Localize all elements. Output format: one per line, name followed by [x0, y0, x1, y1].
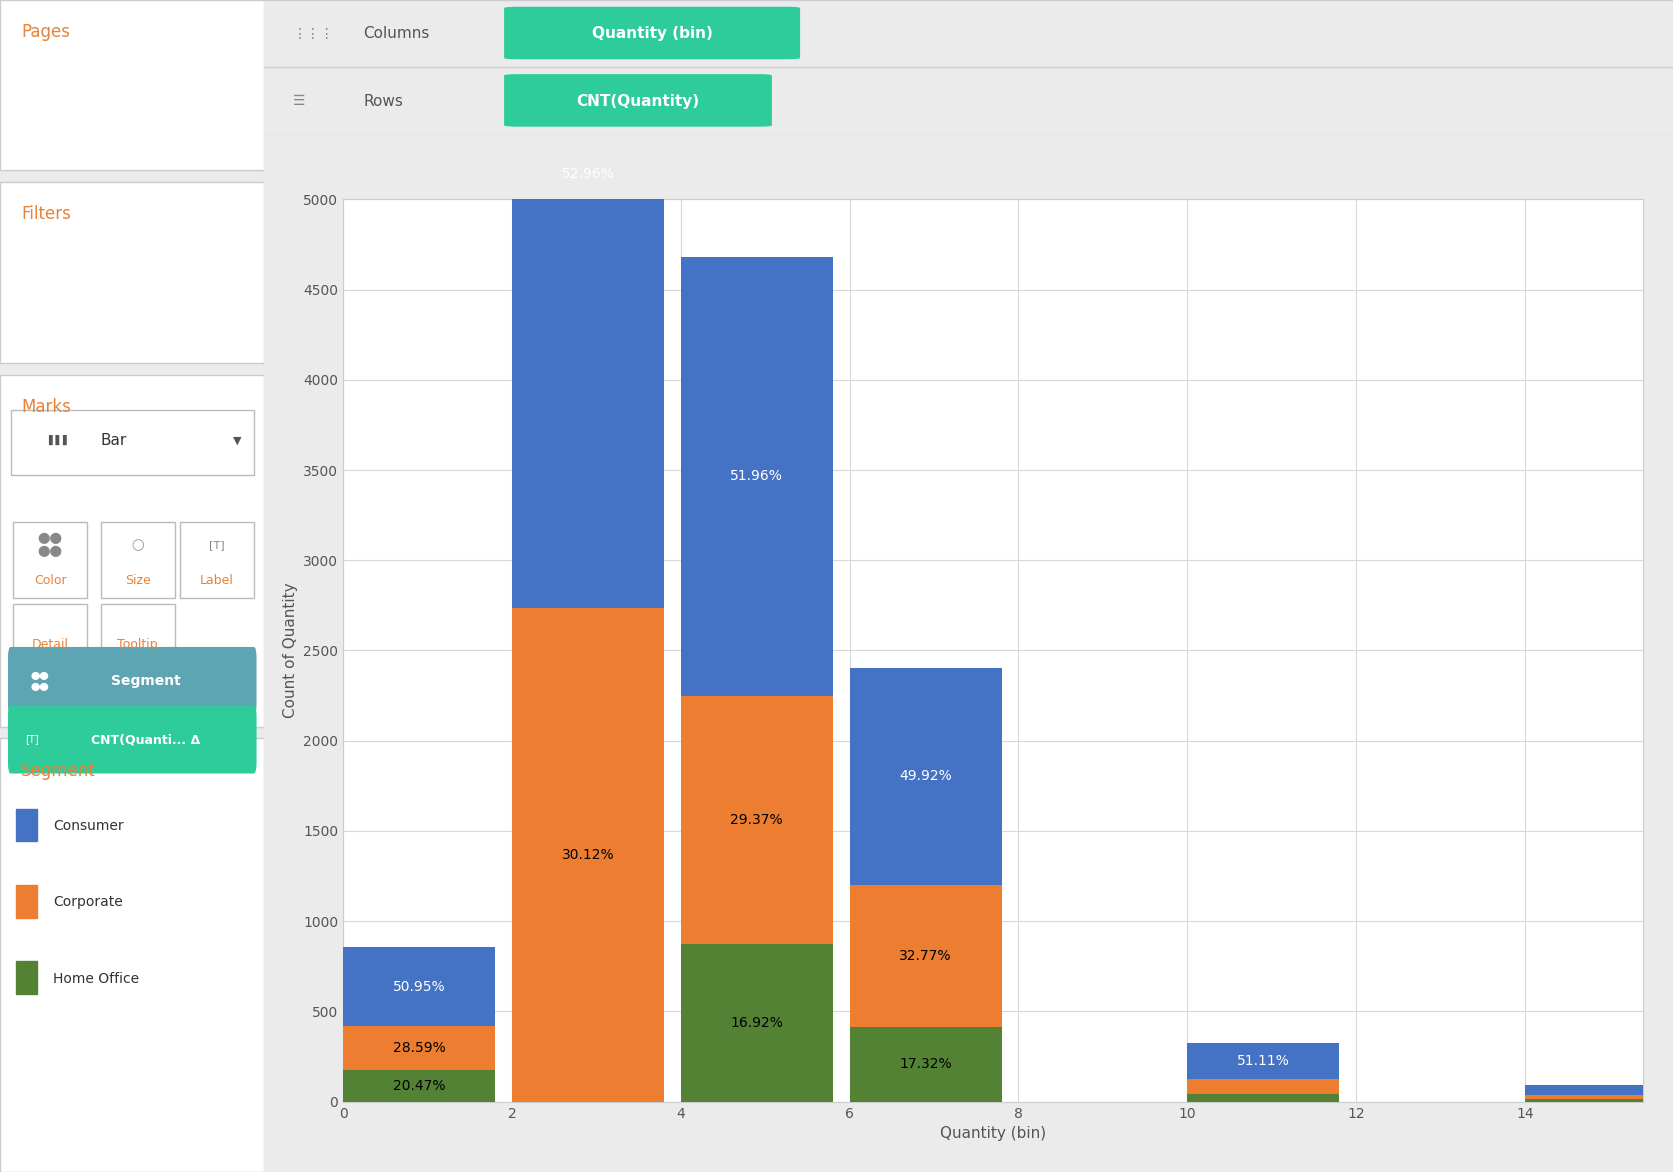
FancyBboxPatch shape: [13, 522, 87, 598]
Text: 49.92%: 49.92%: [898, 769, 952, 783]
Text: ⋮⋮⋮: ⋮⋮⋮: [293, 27, 335, 41]
Text: 50.95%: 50.95%: [393, 980, 445, 994]
FancyBboxPatch shape: [8, 647, 256, 715]
Bar: [681, 696, 831, 943]
Text: ☰: ☰: [293, 94, 304, 108]
Text: Marks: Marks: [22, 398, 70, 416]
Text: 28.59%: 28.59%: [393, 1041, 445, 1055]
Text: 51.11%: 51.11%: [1236, 1054, 1288, 1068]
FancyBboxPatch shape: [100, 522, 174, 598]
Text: 16.92%: 16.92%: [729, 1016, 783, 1030]
Text: ◯: ◯: [130, 539, 144, 551]
Text: Filters: Filters: [22, 205, 70, 223]
Text: Detail: Detail: [32, 638, 69, 652]
Bar: [1186, 1043, 1338, 1079]
Text: 20.47%: 20.47%: [393, 1079, 445, 1092]
Text: Pages: Pages: [22, 23, 70, 41]
Text: ⬤⬤
⬤⬤: ⬤⬤ ⬤⬤: [30, 672, 49, 690]
Bar: [850, 1027, 1000, 1102]
Bar: [1524, 1096, 1673, 1099]
Text: Home Office: Home Office: [54, 972, 139, 986]
Text: Segment: Segment: [22, 762, 95, 779]
Text: 30.12%: 30.12%: [562, 847, 614, 861]
Bar: [512, 608, 664, 1102]
Text: CNT(Quanti... Δ: CNT(Quanti... Δ: [90, 732, 199, 747]
Text: 51.96%: 51.96%: [729, 469, 783, 483]
Text: Quantity (bin): Quantity (bin): [591, 26, 713, 41]
Text: Label: Label: [199, 573, 234, 587]
FancyBboxPatch shape: [0, 738, 264, 1172]
Bar: [681, 943, 831, 1102]
Text: ▌▌▌: ▌▌▌: [47, 435, 70, 444]
Bar: [343, 1026, 495, 1070]
Bar: [15, 809, 37, 841]
Text: Rows: Rows: [363, 94, 403, 109]
Bar: [850, 668, 1000, 885]
FancyBboxPatch shape: [13, 604, 87, 680]
Bar: [850, 885, 1000, 1027]
Text: ⬤⬤
⬤⬤: ⬤⬤ ⬤⬤: [38, 533, 62, 557]
FancyBboxPatch shape: [8, 706, 256, 774]
Text: 32.77%: 32.77%: [898, 948, 952, 962]
Bar: [15, 961, 37, 994]
Text: ▼: ▼: [233, 436, 241, 445]
FancyBboxPatch shape: [504, 74, 771, 127]
Text: 17.32%: 17.32%: [898, 1057, 952, 1071]
Bar: [343, 1070, 495, 1102]
Text: Segment: Segment: [110, 674, 181, 688]
Text: [T]: [T]: [25, 735, 38, 744]
Text: Size: Size: [124, 573, 151, 587]
FancyBboxPatch shape: [504, 7, 800, 60]
Bar: [343, 947, 495, 1026]
FancyBboxPatch shape: [0, 0, 264, 170]
Bar: [512, 0, 664, 608]
FancyBboxPatch shape: [10, 410, 254, 475]
Text: Tooltip: Tooltip: [117, 638, 157, 652]
Bar: [15, 885, 37, 918]
Text: Consumer: Consumer: [54, 819, 124, 833]
Bar: [681, 257, 831, 696]
FancyBboxPatch shape: [100, 604, 174, 680]
Text: [T]: [T]: [209, 540, 224, 550]
Y-axis label: Count of Quantity: Count of Quantity: [283, 582, 298, 718]
Text: 29.37%: 29.37%: [729, 813, 783, 827]
X-axis label: Quantity (bin): Quantity (bin): [940, 1126, 1046, 1142]
Bar: [1186, 1079, 1338, 1095]
Text: Columns: Columns: [363, 26, 430, 41]
FancyBboxPatch shape: [0, 375, 264, 727]
Bar: [1524, 1099, 1673, 1102]
FancyBboxPatch shape: [179, 522, 254, 598]
Bar: [1524, 1085, 1673, 1096]
Text: CNT(Quantity): CNT(Quantity): [576, 94, 699, 109]
Text: 52.96%: 52.96%: [560, 168, 614, 182]
FancyBboxPatch shape: [0, 182, 264, 363]
Text: Color: Color: [33, 573, 67, 587]
Text: Corporate: Corporate: [54, 895, 122, 909]
Text: Bar: Bar: [100, 434, 127, 448]
Bar: [1186, 1095, 1338, 1102]
